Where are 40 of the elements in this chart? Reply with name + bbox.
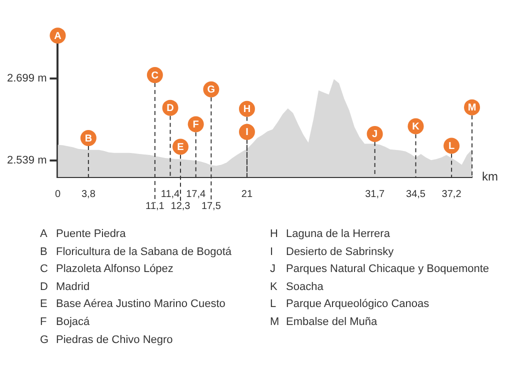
- text: C Plazoleta Alfonso López: [40, 262, 174, 278]
- text: D Madrid: [40, 280, 90, 295]
- x-tick-label: 21: [241, 188, 253, 200]
- annotation: H: [243, 104, 251, 116]
- y-tick-label: 2.699 m: [6, 72, 47, 85]
- annotation: C: [151, 70, 159, 82]
- text: G Piedras de Chivo Negro: [40, 332, 173, 348]
- x-tick-label: 17,5: [201, 200, 222, 212]
- text: F Bojacá: [40, 314, 90, 330]
- annotation: G: [207, 84, 216, 96]
- text: L Parque Arqueológico Canoas: [270, 297, 430, 312]
- text: I Desierto de Sabrinsky: [270, 244, 394, 260]
- annotation: J: [372, 129, 378, 140]
- x-axis-title: km: [482, 169, 498, 184]
- text: E Base Aérea Justino Marino Cuesto: [40, 297, 226, 312]
- x-tick-label: 11,4: [160, 188, 180, 200]
- annotation: F: [192, 119, 199, 130]
- text: M Embalse del Muña: [270, 314, 378, 330]
- x-tick-label: 31,7: [365, 188, 385, 200]
- text: J Parques Natural Chicaque y Boquemonte: [270, 262, 490, 278]
- annotation: L: [448, 140, 455, 152]
- annotation: K: [412, 122, 420, 133]
- annotation: D: [166, 103, 174, 114]
- x-tick-label: 3,8: [81, 188, 96, 200]
- annotation: M: [468, 102, 476, 114]
- annotation: E: [177, 142, 184, 154]
- x-tick-label: 11,1: [146, 200, 165, 212]
- x-tick-label: 34,5: [406, 188, 426, 200]
- x-tick-label: 0: [54, 188, 61, 200]
- text: A Puente Piedra: [40, 227, 126, 242]
- annotation: B: [84, 133, 92, 144]
- x-tick-label: 37,2: [442, 188, 462, 200]
- text: H Laguna de la Herrera: [270, 227, 390, 242]
- text: K Soacha: [270, 280, 324, 295]
- text: B Floricultura de la Sabana de Bogotá: [40, 244, 232, 260]
- annotation: I: [246, 127, 249, 138]
- x-tick-label: 12,3: [170, 200, 191, 212]
- annotation: A: [54, 30, 62, 42]
- y-tick-label: 2.539 m: [6, 154, 47, 167]
- x-tick-label: 17,4: [186, 188, 206, 200]
